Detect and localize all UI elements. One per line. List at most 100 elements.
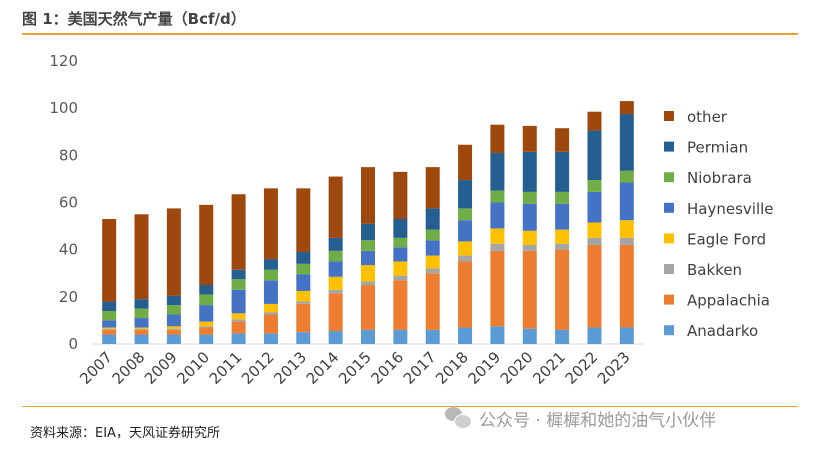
bar-segment-haynesville-2012 <box>263 280 278 304</box>
bar-segment-haynesville-2015 <box>361 250 375 265</box>
x-tick-label: 2007 <box>76 348 116 388</box>
legend-label-other: other <box>687 108 728 126</box>
y-tick-label: 120 <box>49 52 78 70</box>
bar-segment-appalachia-2016 <box>393 280 408 330</box>
bar-segment-niobrara-2007 <box>102 310 117 321</box>
bar-segment-anadarko-2011 <box>231 333 246 344</box>
x-tick-label: 2009 <box>141 348 181 388</box>
bar-segment-bakken-2021 <box>555 243 570 250</box>
bar-segment-appalachia-2017 <box>425 273 440 330</box>
bar-segment-anadarko-2007 <box>102 334 117 344</box>
x-tick-label: 2014 <box>303 348 343 388</box>
bar-segment-eagle-ford-2010 <box>199 321 214 327</box>
bar-segment-appalachia-2007 <box>102 329 117 335</box>
bar-segment-other-2007 <box>102 219 117 302</box>
legend-label-bakken: Bakken <box>687 261 742 279</box>
bar-segment-other-2015 <box>361 167 375 224</box>
legend-swatch-anadarko <box>664 325 674 336</box>
x-tick-label: 2020 <box>497 348 537 388</box>
bar-segment-eagle-ford-2016 <box>393 261 408 276</box>
bar-segment-eagle-ford-2015 <box>361 264 375 282</box>
bar-segment-permian-2015 <box>361 223 375 241</box>
x-tick-label: 2012 <box>238 348 278 388</box>
x-tick-label: 2010 <box>173 348 213 388</box>
bar-segment-bakken-2010 <box>199 326 214 328</box>
bar-segment-permian-2007 <box>102 301 117 311</box>
bar-segment-permian-2009 <box>166 295 181 306</box>
bar-segment-niobrara-2018 <box>458 208 473 221</box>
bar-segment-niobrara-2009 <box>166 305 181 315</box>
y-tick-label: 20 <box>59 288 78 306</box>
bar-segment-haynesville-2023 <box>619 182 634 221</box>
x-axis-labels: 2007200820092010201120122013201420152016… <box>76 348 633 388</box>
bar-segment-niobrara-2015 <box>361 240 375 251</box>
bar-segment-bakken-2015 <box>361 281 375 286</box>
bar-segment-eagle-ford-2011 <box>231 313 246 320</box>
y-tick-label: 80 <box>59 146 78 164</box>
chart-title: 图 1：美国天然气产量（Bcf/d） <box>22 10 246 28</box>
bar-segment-bakken-2023 <box>619 237 634 245</box>
bar-segment-haynesville-2017 <box>425 240 440 256</box>
bar-segment-eagle-ford-2018 <box>458 241 473 256</box>
bar-segment-niobrara-2012 <box>263 269 278 281</box>
legend-swatch-haynesville <box>664 202 674 213</box>
wechat-icon <box>445 407 472 429</box>
bar-segment-niobrara-2008 <box>134 308 149 319</box>
x-tick-label: 2013 <box>270 348 310 388</box>
bar-segment-appalachia-2014 <box>328 293 343 332</box>
bar-segment-other-2010 <box>199 204 214 286</box>
bar-segment-anadarko-2013 <box>296 332 311 344</box>
bar-segment-haynesville-2010 <box>199 305 214 322</box>
y-tick-label: 0 <box>68 335 78 353</box>
legend-label-eagle-ford: Eagle Ford <box>687 230 766 248</box>
legend: other Permian Niobrara Haynesville Eagle For… <box>664 108 774 340</box>
bar-segment-permian-2017 <box>425 208 440 230</box>
bar-segment-bakken-2012 <box>263 312 278 315</box>
x-tick-label: 2008 <box>109 348 149 388</box>
bar-segment-bakken-2022 <box>587 237 602 245</box>
bar-segment-eagle-ford-2020 <box>522 230 537 245</box>
bar-segment-other-2020 <box>522 125 537 152</box>
bar-segment-bakken-2016 <box>393 275 408 281</box>
bar-segment-appalachia-2013 <box>296 303 311 333</box>
bar-segment-haynesville-2016 <box>393 247 408 262</box>
bar-segment-anadarko-2010 <box>199 334 214 344</box>
bar-segment-eagle-ford-2012 <box>263 303 278 313</box>
bar-segment-niobrara-2013 <box>296 263 311 275</box>
bar-segment-niobrara-2023 <box>619 170 634 183</box>
bar-segment-haynesville-2020 <box>522 203 537 231</box>
bar-segment-haynesville-2014 <box>328 261 343 277</box>
bar-segment-eagle-ford-2017 <box>425 255 440 269</box>
bar-segment-bakken-2020 <box>522 244 537 251</box>
bar-segment-permian-2018 <box>458 180 473 209</box>
bar-segment-bakken-2009 <box>166 328 181 330</box>
bar-segment-eagle-ford-2014 <box>328 276 343 290</box>
x-tick-label: 2019 <box>465 348 505 388</box>
bar-segment-other-2014 <box>328 176 343 238</box>
legend-swatch-niobrara <box>664 172 674 183</box>
bar-segment-permian-2012 <box>263 259 278 270</box>
bar-segment-eagle-ford-2013 <box>296 290 311 302</box>
x-tick-label: 2023 <box>594 348 634 388</box>
bar-segment-haynesville-2008 <box>134 318 149 328</box>
bar-segment-appalachia-2019 <box>490 250 505 327</box>
bar-segment-other-2023 <box>619 101 634 115</box>
bar-segment-appalachia-2020 <box>522 250 537 329</box>
bar-segment-bakken-2019 <box>490 243 505 251</box>
bar-segment-eagle-ford-2023 <box>619 220 634 238</box>
bar-segment-anadarko-2022 <box>587 327 602 344</box>
bar-segment-niobrara-2011 <box>231 279 246 290</box>
legend-label-permian: Permian <box>687 139 748 157</box>
bar-segment-permian-2020 <box>522 151 537 192</box>
bar-segment-bakken-2017 <box>425 268 440 274</box>
bar-segment-appalachia-2009 <box>166 329 181 335</box>
bar-segment-haynesville-2009 <box>166 314 181 327</box>
y-tick-label: 40 <box>59 241 78 259</box>
x-tick-label: 2022 <box>562 348 602 388</box>
bar-segment-other-2018 <box>458 144 473 181</box>
legend-label-appalachia: Appalachia <box>687 292 770 310</box>
bar-segment-anadarko-2016 <box>393 329 408 344</box>
bar-segment-haynesville-2007 <box>102 320 117 328</box>
bar-segment-anadarko-2020 <box>522 328 537 344</box>
bar-segment-eagle-ford-2022 <box>587 222 602 238</box>
